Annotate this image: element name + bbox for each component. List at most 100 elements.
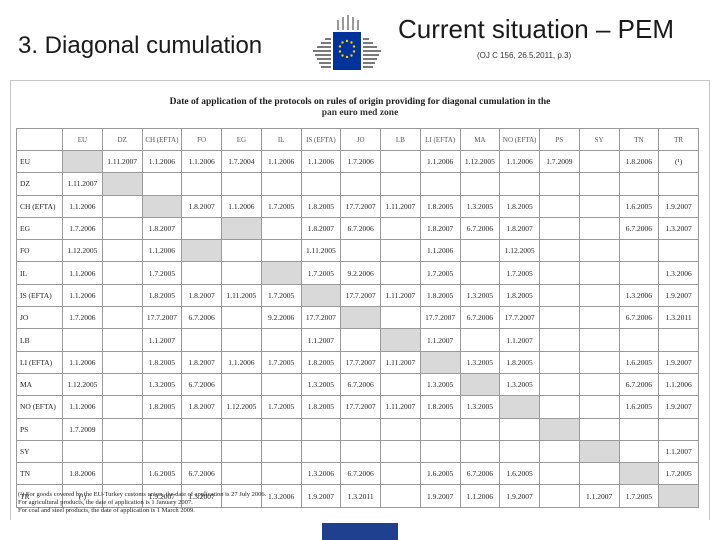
table-cell — [300, 417, 342, 441]
table-cell: 1.3.2006 — [260, 484, 302, 508]
row-header: EU — [16, 149, 63, 174]
table-cell: 1.8.2005 — [141, 283, 183, 308]
table-cell — [539, 261, 580, 285]
table-cell: 1.9.2007 — [300, 484, 342, 508]
table-cell — [141, 417, 183, 441]
table-cell: 1.11.2007 — [380, 395, 421, 419]
table-cell: 1.1.2006 — [62, 395, 103, 419]
table-cell — [539, 239, 580, 263]
column-header: LI (EFTA) — [419, 128, 461, 151]
table-cell: 9.2.2006 — [260, 306, 302, 330]
table-cell — [101, 462, 143, 486]
table-cell: 1.6.2005 — [618, 350, 660, 374]
row-header: JO — [16, 306, 63, 330]
table-cell: 1.8.2007 — [181, 395, 222, 419]
table-cell: (¹) — [62, 484, 103, 508]
column-header: DZ — [101, 128, 143, 151]
table-cell: 1.3.2005 — [459, 283, 501, 308]
table-cell: 1.1.2006 — [459, 484, 501, 508]
table-cell — [221, 261, 262, 285]
row-header: SY — [16, 439, 63, 464]
diagonal-cell — [260, 261, 302, 285]
table-cell: 1.1.2006 — [221, 194, 262, 218]
table-cell — [539, 350, 580, 374]
table-cell: 1.7.2005 — [419, 261, 461, 285]
table-cell — [380, 172, 421, 196]
table-cell — [221, 306, 262, 330]
column-header: LB — [380, 128, 421, 151]
table-cell — [181, 261, 222, 285]
table-cell — [578, 261, 620, 285]
diagonal-cell — [141, 194, 183, 218]
table-cell — [618, 417, 660, 441]
document-title-line2: pan euro med zone — [321, 108, 399, 118]
table-cell: 17.7.2007 — [340, 283, 381, 308]
column-header: PS — [539, 128, 580, 151]
table-cell — [101, 372, 143, 397]
table-cell — [578, 239, 620, 263]
column-header: MA — [459, 128, 501, 151]
table-cell: 1.6.2005 — [141, 462, 183, 486]
table-row: IL 1.1.2006 1.7.2005 1.7.2005 9.2.2006 1.7.20… — [16, 261, 699, 285]
table-row: CH (EFTA) 1.1.2006 1.8.2007 1.1.2006 1.7.200… — [16, 194, 699, 218]
column-header: TN — [618, 128, 660, 151]
table-cell: 1.1.2006 — [300, 149, 342, 174]
frame-divider — [10, 80, 710, 81]
table-cell: 6.7.2006 — [618, 306, 660, 330]
table-cell — [578, 306, 620, 330]
table-cell: 17.7.2007 — [141, 306, 183, 330]
table-cell — [101, 395, 143, 419]
row-header: TR — [16, 484, 63, 508]
source-reference: (OJ C 156, 26.5.2011, p.3) — [477, 51, 572, 60]
right-title: Current situation – PEM — [398, 14, 675, 44]
table-cell — [260, 172, 302, 196]
table-cell — [380, 149, 421, 174]
table-cell: 6.7.2006 — [618, 216, 660, 241]
table-cell: 17.7.2007 — [340, 350, 381, 374]
table-cell: 1.8.2007 — [141, 216, 183, 241]
table-cell — [499, 417, 540, 441]
table-cell — [618, 439, 660, 464]
table-cell — [260, 328, 302, 352]
table-cell — [578, 172, 620, 196]
table-cell: 1.7.2005 — [300, 261, 342, 285]
row-header: NO (EFTA) — [16, 395, 63, 419]
table-cell: 1.1.2007 — [578, 484, 620, 508]
table-cell — [260, 417, 302, 441]
table-cell: 1.8.2005 — [300, 350, 342, 374]
table-cell — [340, 172, 381, 196]
table-cell: 1.11.2005 — [300, 239, 342, 263]
table-cell — [578, 216, 620, 241]
table-cell: 1.1.2006 — [62, 283, 103, 308]
table-cell — [539, 484, 580, 508]
table-cell — [578, 462, 620, 486]
table-cell — [300, 172, 342, 196]
table-cell: 1.8.2005 — [419, 395, 461, 419]
table-cell — [101, 306, 143, 330]
table-cell — [101, 350, 143, 374]
table-cell — [380, 216, 421, 241]
table-cell — [380, 417, 421, 441]
table-cell: 1.11.2007 — [380, 194, 421, 218]
document-title-line1: Date of application of the protocols on … — [169, 97, 551, 107]
table-row: SY 1.1.2007 — [16, 439, 699, 464]
table-cell: 1.8.2005 — [419, 194, 461, 218]
table-cell — [380, 439, 421, 464]
table-cell — [101, 439, 143, 464]
table-cell: 1.1.2007 — [658, 439, 699, 464]
table-cell: 1.9.2007 — [658, 194, 699, 218]
table-cell: 1.12.2005 — [499, 239, 540, 263]
table-cell: 1.1.2007 — [141, 328, 183, 352]
table-cell — [101, 261, 143, 285]
table-cell: 1.8.2007 — [181, 194, 222, 218]
table-row: NO (EFTA) 1.1.2006 1.8.2005 1.8.2007 1.12.20… — [16, 395, 699, 419]
table-cell — [419, 439, 461, 464]
table-cell: 1.7.2005 — [260, 350, 302, 374]
table-cell — [459, 417, 501, 441]
diagonal-cell — [181, 239, 222, 263]
table-cell — [221, 462, 262, 486]
table-header-row: EU DZ CH (EFTA) FO EG IL IS (EFTA) JO LB LI (EFTA… — [16, 128, 699, 151]
table-cell — [340, 417, 381, 441]
row-header: IL — [16, 261, 63, 285]
diagonal-cell — [658, 484, 699, 508]
